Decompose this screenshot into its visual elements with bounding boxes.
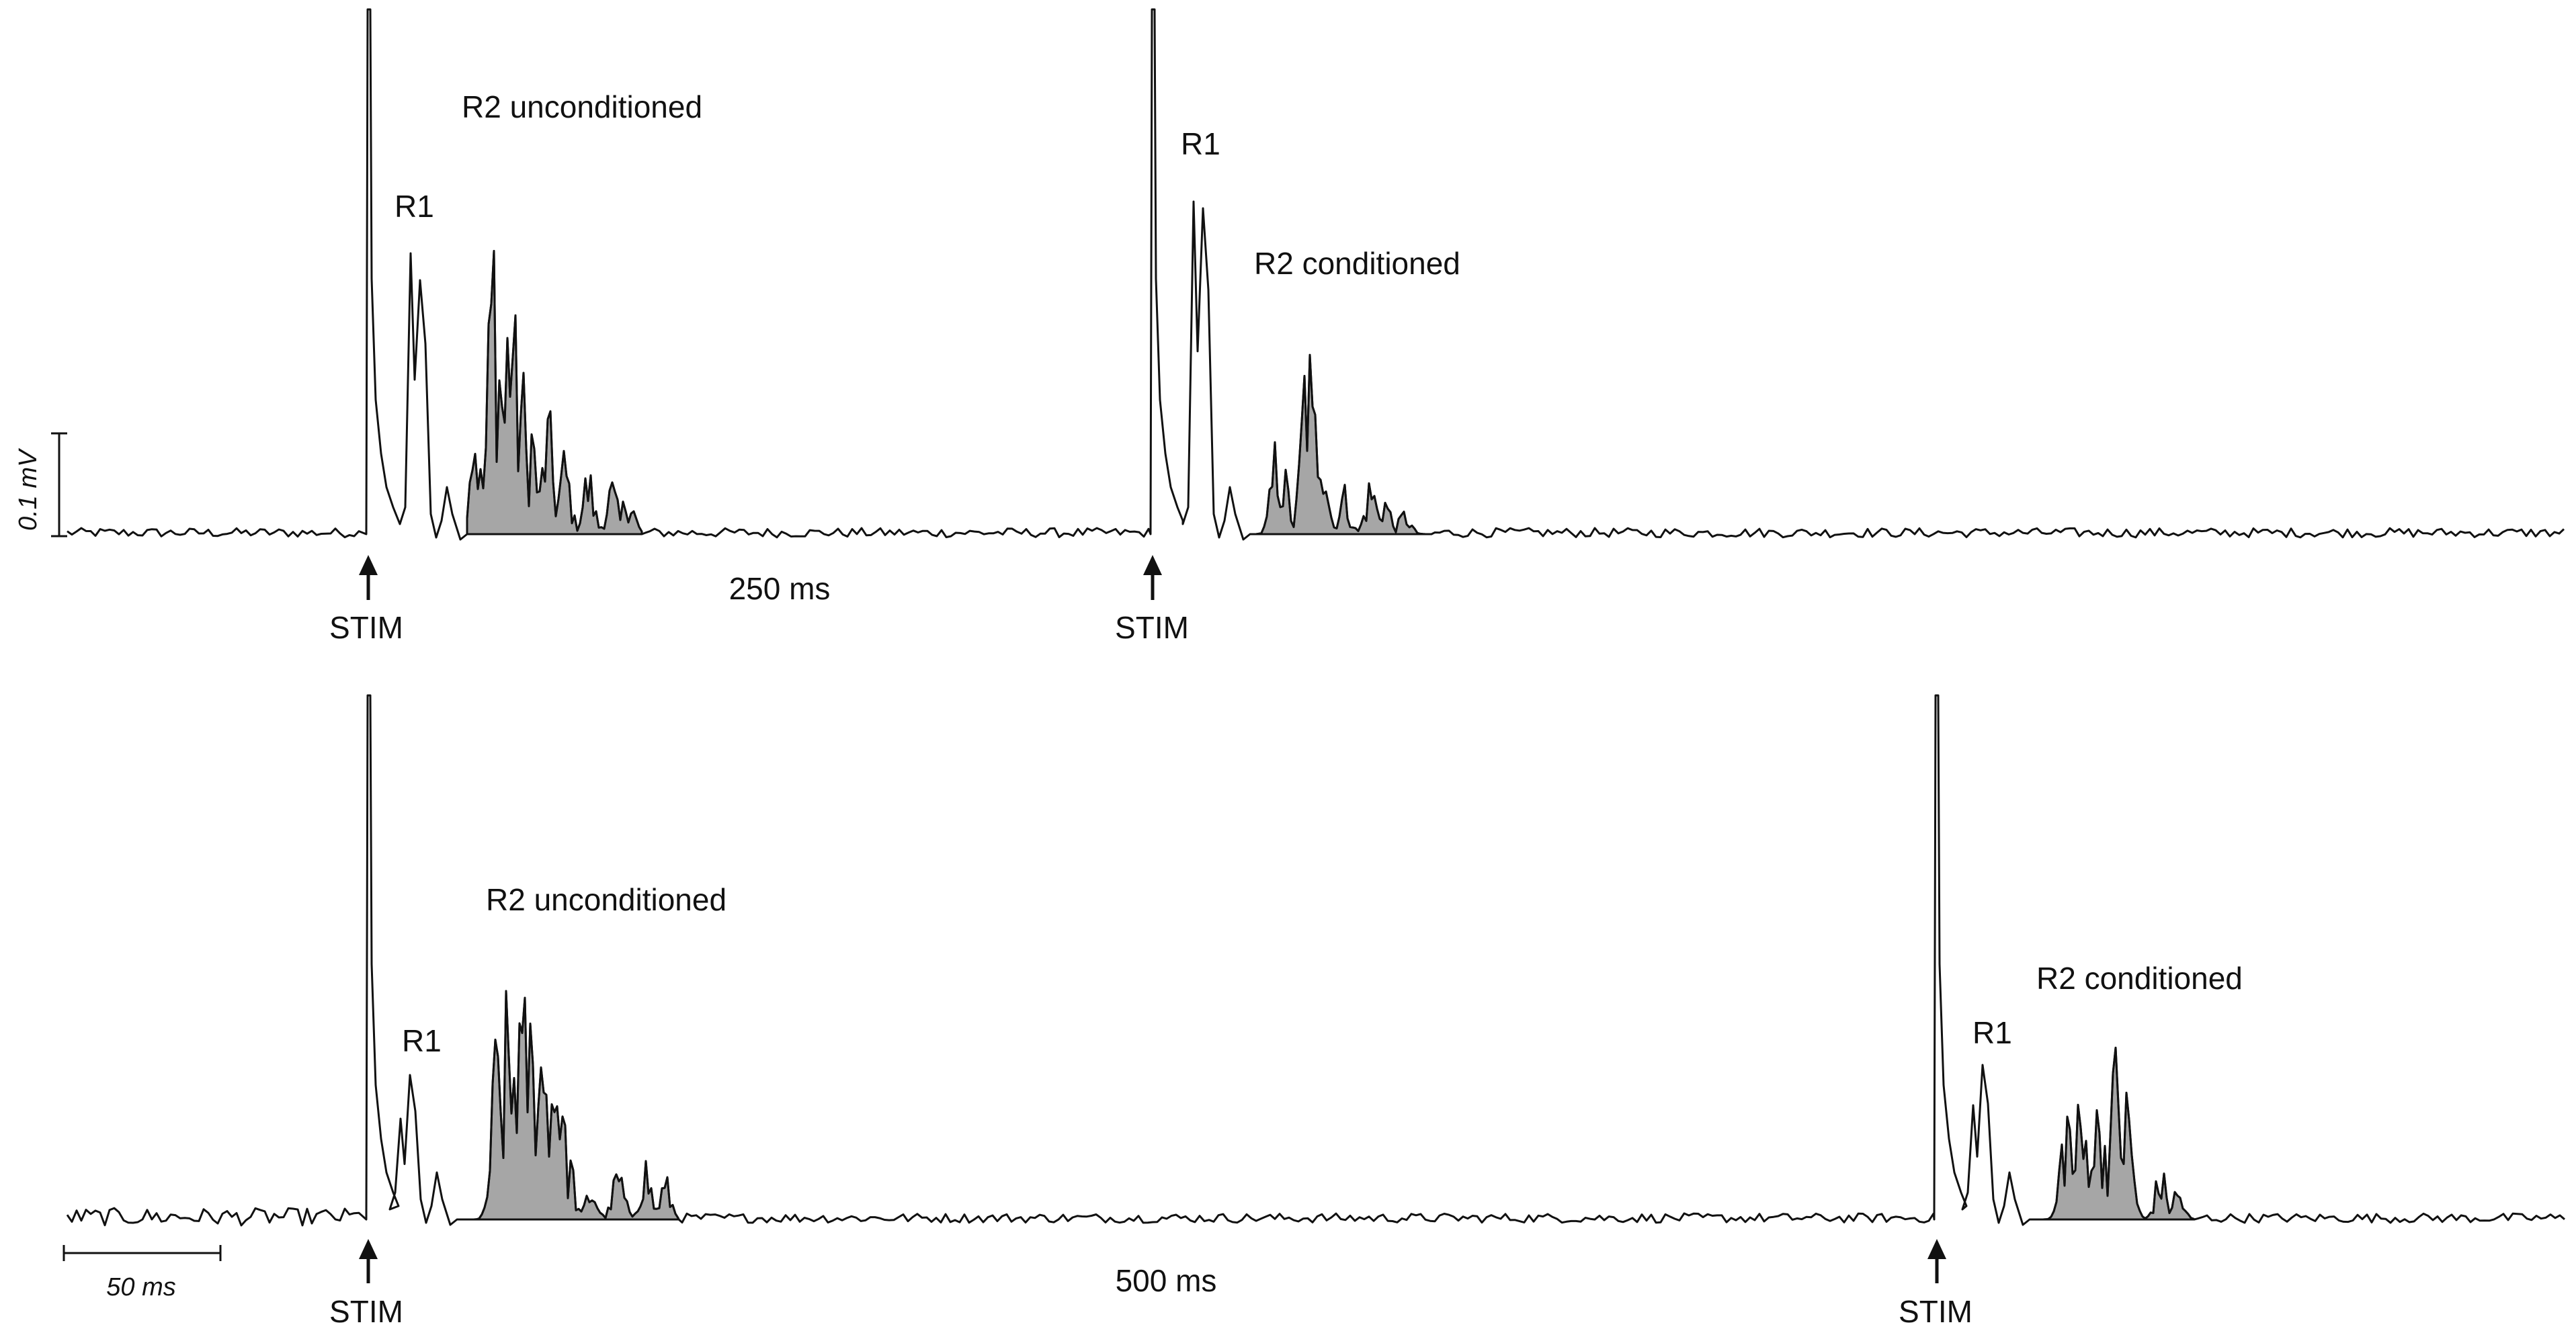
time-scale-label: 50 ms <box>106 1273 175 1301</box>
bottom-stim-label-2: STIM <box>1899 1294 1972 1329</box>
bottom-stim-arrow-2 <box>1927 1239 1946 1283</box>
top-r2-label-1: R2 unconditioned <box>462 89 702 124</box>
bottom-r2-label-1: R2 unconditioned <box>486 882 726 917</box>
top-stim-arrow-1 <box>359 555 378 600</box>
top-trace-group: 0.1 mV STIM STIM R1 R1 R2 unconditioned … <box>14 8 2565 645</box>
top-emg-trace <box>67 8 2565 541</box>
top-stim-label-2: STIM <box>1115 610 1189 645</box>
bottom-r1-label-2: R1 <box>1972 1015 2012 1050</box>
time-scale-bar: 50 ms <box>63 1245 222 1301</box>
top-r2-label-2: R2 conditioned <box>1254 246 1460 281</box>
bottom-interval-label: 500 ms <box>1116 1263 1217 1298</box>
amplitude-scale-label: 0.1 mV <box>14 447 42 531</box>
bottom-r2-label-2: R2 conditioned <box>2036 961 2243 996</box>
bottom-stim-label-1: STIM <box>329 1294 403 1329</box>
top-r1-label-1: R1 <box>394 189 434 224</box>
top-stim-arrow-2 <box>1143 555 1162 600</box>
bottom-emg-trace <box>66 694 2565 1227</box>
bottom-trace-group: 50 ms STIM STIM R1 R1 R2 unconditioned R… <box>63 694 2565 1329</box>
amplitude-scale-bar: 0.1 mV <box>14 432 67 538</box>
bottom-stim-arrow-1 <box>359 1239 378 1283</box>
top-interval-label: 250 ms <box>729 571 831 606</box>
top-stim-label-1: STIM <box>329 610 403 645</box>
bottom-r1-label-1: R1 <box>402 1023 442 1058</box>
top-r1-label-2: R1 <box>1181 126 1220 161</box>
